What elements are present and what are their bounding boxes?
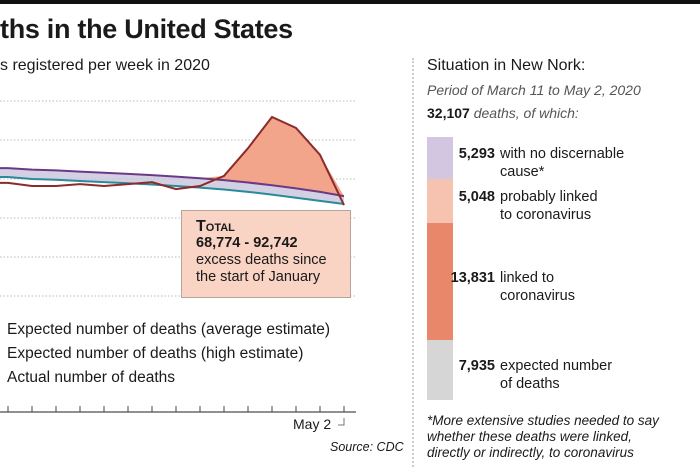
segment-text: linked to (500, 269, 555, 286)
excess-area (8, 116, 344, 197)
segment-text: expected number (500, 358, 613, 374)
bar-segment-expected (427, 340, 453, 400)
ny-total: 32,107 deaths, of which: (427, 105, 579, 121)
total-heading: Total (196, 218, 235, 235)
footnote-line: directly or indirectly, to coronavirus (427, 445, 634, 460)
segment-label-expected: 7,935 expected number of deaths (423, 357, 612, 393)
segment-label-no-cause: 5,293 with no discernable cause* (423, 145, 624, 181)
segment-value: 5,293 (458, 146, 495, 162)
total-text: excess deaths since the start of January (196, 252, 327, 285)
bar-segment-probably-linked (427, 179, 453, 223)
legend-average: Expected number of deaths (average estim… (7, 321, 331, 338)
ny-total-suffix: deaths, of which: (469, 105, 579, 121)
x-tick-label: May 2 (293, 416, 332, 432)
total-annotation: Total 68,774 - 92,742 excess deaths sinc… (181, 210, 351, 298)
ny-period: Period of March 11 to May 2, 2020 (427, 82, 641, 98)
divider (412, 58, 414, 467)
segment-text: cause* (500, 164, 545, 180)
bar-segment-no-cause (427, 137, 453, 179)
footnote-line: whether these deaths were linked, (427, 429, 632, 444)
total-range: 68,774 - 92,742 (196, 235, 298, 251)
legend-high: Expected number of deaths (high estimate… (7, 345, 304, 362)
segment-text: coronavirus (500, 287, 575, 304)
chart-subtitle: s registered per week in 2020 (0, 57, 210, 74)
segment-text: with no discernable (500, 146, 625, 162)
segment-text: to coronavirus (500, 207, 592, 223)
footnote-line: *More extensive studies needed to say (427, 413, 659, 428)
top-bar (0, 0, 700, 4)
legend-actual: Actual number of deaths (7, 369, 176, 386)
chart-title: ths in the United States (0, 14, 293, 44)
series-line-high (0, 167, 345, 198)
segment-value: 13,831 (450, 269, 495, 286)
ny-total-value: 32,107 (427, 105, 470, 121)
may2-marker (338, 418, 345, 426)
bar-segment-linked (427, 223, 453, 340)
segment-text: of deaths (500, 376, 560, 392)
estimate-band (0, 168, 344, 204)
series-line-actual (0, 115, 345, 206)
segment-label-linked: 13,831 linked to coronavirus (423, 269, 575, 305)
segment-text: probably linked (500, 189, 598, 205)
source: Source: CDC (330, 440, 404, 454)
line-chart (0, 100, 356, 426)
segment-value: 5,048 (458, 189, 495, 205)
segment-label-probably-linked: 5,048 probably linked to coronavirus (423, 188, 598, 224)
legend: Expected number of deaths (average estim… (7, 318, 330, 390)
segment-value: 7,935 (458, 358, 495, 374)
ny-title: Situation in New Nork: (427, 57, 586, 74)
footnote: *More extensive studies needed to say wh… (427, 413, 659, 461)
